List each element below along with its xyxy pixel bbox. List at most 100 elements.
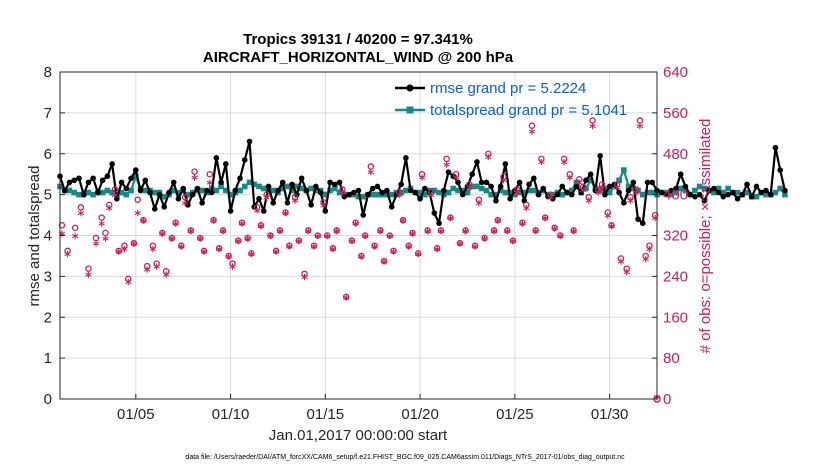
rmse-point	[241, 157, 248, 163]
totalspread-point	[322, 191, 329, 198]
obs-assimilated-point: *	[125, 278, 132, 293]
obs-possible-point	[215, 245, 223, 252]
obs-assimilated-point: *	[500, 176, 507, 191]
obs-possible-point	[301, 270, 308, 278]
totalspread-point	[450, 185, 457, 192]
rmse-point	[260, 208, 267, 214]
y2-tick-label: 640	[663, 64, 688, 81]
totalspread-point	[782, 191, 788, 198]
obs-assimilated-point: *	[276, 227, 283, 242]
rmse-point	[189, 191, 196, 198]
totalspread-point	[161, 193, 168, 200]
y2-tick-label: 560	[663, 105, 688, 122]
totalspread-point	[398, 189, 404, 196]
obs-assimilated-point: *	[292, 196, 299, 211]
y-tick-label: 5	[44, 187, 52, 204]
totalspread-point	[246, 179, 253, 186]
y-tick-label: 8	[44, 64, 52, 81]
obs-possible-point	[77, 204, 85, 211]
totalspread-point	[711, 189, 717, 196]
rmse-point	[621, 200, 627, 206]
rmse-point	[369, 185, 376, 192]
obs-possible-point	[244, 234, 251, 242]
totalspread-point	[369, 191, 376, 198]
rmse-point	[526, 181, 532, 188]
totalspread-point	[512, 191, 518, 198]
obs-possible-point	[570, 227, 577, 234]
y-tick-label: 7	[44, 105, 52, 122]
legend-rmse-label: rmse grand pr = 5.2224	[430, 80, 586, 97]
y2-tick-label: 480	[663, 146, 688, 163]
obs-assimilated-point: *	[220, 227, 227, 242]
obs-assimilated-point: *	[513, 189, 520, 204]
obs-assimilated-point: *	[485, 153, 492, 168]
obs-possible-point	[162, 268, 170, 275]
totalspread-point	[526, 187, 532, 194]
obs-possible-point	[98, 214, 105, 221]
obs-possible-point	[305, 227, 312, 234]
rmse-point	[668, 187, 675, 194]
obs-possible-point	[181, 193, 189, 201]
y-tick-label: 2	[44, 309, 52, 326]
obs-assimilated-point: *	[396, 191, 403, 206]
obs-assimilated-point: *	[542, 214, 549, 229]
obs-assimilated-point: *	[244, 235, 251, 250]
rmse-point	[142, 177, 149, 184]
obs-possible-point	[490, 227, 498, 234]
obs-assimilated-point: *	[491, 227, 498, 242]
x-tick-label: 01/15	[307, 406, 345, 423]
obs-possible-point	[541, 214, 549, 221]
obs-assimilated-point: *	[419, 173, 426, 188]
obs-possible-point	[522, 201, 530, 209]
totalspread-point	[170, 187, 177, 194]
obs-assimilated-point: *	[654, 393, 661, 408]
obs-possible-point	[200, 247, 208, 255]
rmse-point	[711, 185, 717, 192]
totalspread-point	[294, 183, 300, 190]
rmse-point	[673, 185, 679, 192]
obs-assimilated-point: *	[547, 194, 554, 209]
obs-possible-point	[405, 242, 412, 249]
obs-assimilated-point: *	[580, 186, 587, 201]
obs-possible-point	[234, 237, 242, 244]
totalspread-point	[464, 189, 471, 196]
chart-title: Tropics 39131 / 40200 = 97.341%	[243, 31, 473, 48]
rmse-point	[706, 187, 712, 194]
totalspread-point	[734, 189, 741, 196]
obs-assimilated-point: *	[504, 227, 511, 242]
totalspread-point	[374, 191, 381, 198]
obs-assimilated-point: *	[456, 240, 463, 255]
rmse-point	[658, 189, 665, 196]
rmse-point	[275, 187, 281, 194]
rmse-point	[782, 187, 788, 194]
rmse-point	[336, 179, 343, 186]
rmse-point	[90, 175, 96, 182]
obs-possible-point	[352, 219, 359, 226]
rmse-point	[66, 179, 73, 186]
y-axis-ticks: 0 1 2 3 4 5 6 7 8	[44, 64, 65, 408]
obs-assimilated-point: *	[93, 240, 100, 255]
rmse-point	[445, 169, 452, 175]
obs-assimilated-point: *	[282, 209, 289, 224]
rmse-point	[147, 189, 153, 196]
rmse-point	[95, 189, 101, 196]
obs-assimilated-point: *	[58, 230, 65, 245]
obs-assimilated-point: *	[210, 217, 217, 232]
obs-assimilated-point: *	[557, 232, 564, 247]
obs-assimilated-point: *	[182, 199, 189, 214]
rmse-point	[61, 187, 68, 194]
rmse-point	[455, 179, 461, 186]
totalspread-point	[621, 167, 627, 173]
rmse-point	[308, 202, 314, 208]
obs-possible-point	[513, 186, 521, 193]
rmse-point	[587, 171, 594, 177]
obs-assimilated-point: *	[400, 217, 407, 232]
rmse-point	[502, 161, 509, 167]
obs-possible-point	[276, 227, 284, 234]
obs-assimilated-point: *	[599, 184, 606, 199]
rmse-point	[701, 197, 708, 204]
rmse-point	[170, 179, 177, 186]
rmse-point	[426, 189, 433, 196]
obs-possible-point	[323, 232, 331, 239]
obs-assimilated-point: *	[428, 191, 435, 206]
